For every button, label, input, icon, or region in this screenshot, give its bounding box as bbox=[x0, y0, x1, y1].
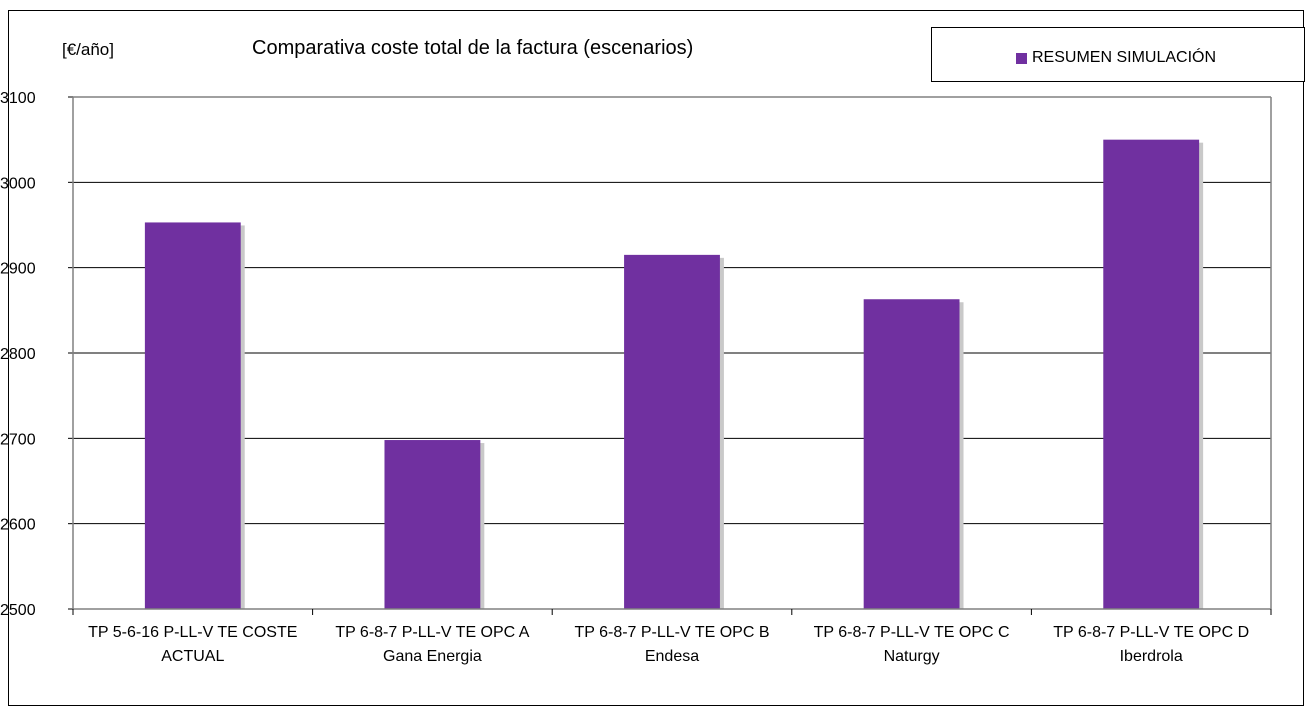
legend-label: RESUMEN SIMULACIÓN bbox=[1032, 49, 1217, 66]
bar bbox=[624, 254, 720, 609]
x-category-label: Naturgy bbox=[884, 648, 940, 665]
y-tick-label: 3100 bbox=[0, 90, 36, 107]
x-category-label: Iberdrola bbox=[1120, 648, 1183, 665]
y-tick-label: 2800 bbox=[0, 346, 36, 363]
bar bbox=[384, 440, 481, 609]
x-category-label: TP 6-8-7 P-LL-V TE OPC B bbox=[574, 624, 769, 641]
y-tick-label: 3000 bbox=[0, 175, 36, 192]
y-axis-unit-label: [€/año] bbox=[62, 40, 114, 59]
x-category-label: ACTUAL bbox=[161, 648, 224, 665]
x-category-label: TP 6-8-7 P-LL-V TE OPC A bbox=[335, 624, 529, 641]
x-category-label: Endesa bbox=[645, 648, 699, 665]
x-category-label: TP 6-8-7 P-LL-V TE OPC C bbox=[814, 624, 1010, 641]
bar bbox=[144, 222, 241, 609]
y-tick-label: 2700 bbox=[0, 431, 36, 448]
bar bbox=[863, 299, 960, 609]
y-tick-label: 2500 bbox=[0, 602, 36, 619]
y-tick-label: 2900 bbox=[0, 261, 36, 278]
x-category-label: Gana Energia bbox=[383, 648, 482, 665]
x-category-label: TP 6-8-7 P-LL-V TE OPC D bbox=[1053, 624, 1249, 641]
chart-title: Comparativa coste total de la factura (e… bbox=[252, 37, 694, 59]
legend: RESUMEN SIMULACIÓN bbox=[931, 27, 1305, 82]
y-tick-label: 2600 bbox=[0, 517, 36, 534]
x-category-label: TP 5-6-16 P-LL-V TE COSTE bbox=[88, 624, 297, 641]
bar bbox=[1103, 139, 1200, 609]
legend-swatch bbox=[1016, 53, 1027, 64]
